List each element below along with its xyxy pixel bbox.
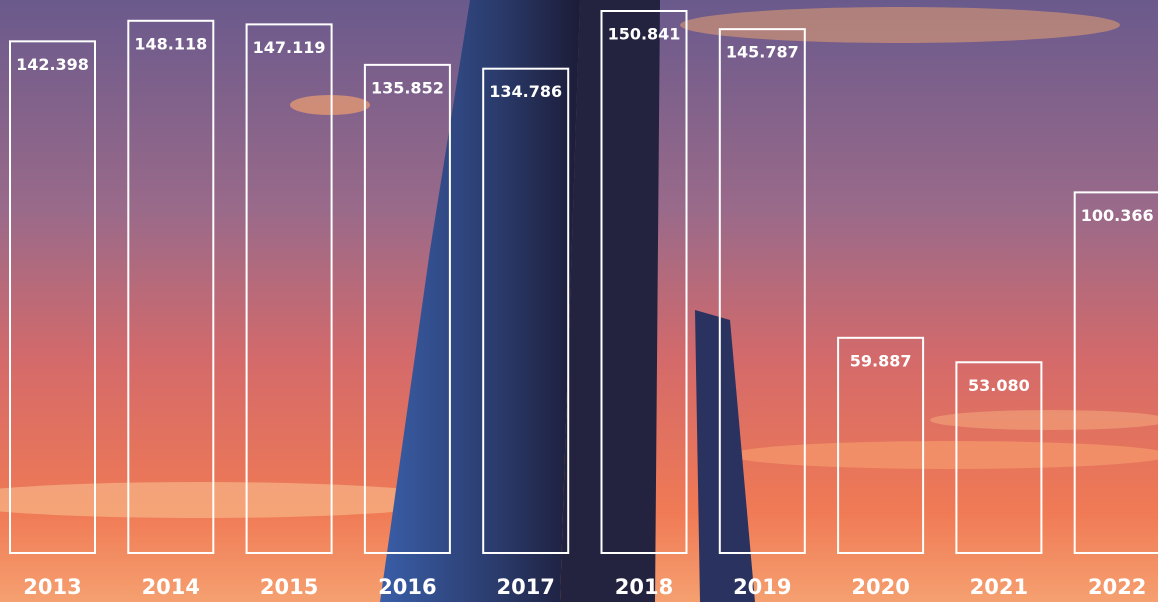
x-tick-label: 2013	[23, 575, 81, 599]
bar	[127, 19, 215, 555]
value-label: 142.398	[16, 55, 89, 74]
x-tick-label: 2019	[733, 575, 791, 599]
bar	[955, 361, 1043, 555]
value-label: 53.080	[968, 376, 1030, 395]
bar	[245, 23, 333, 555]
x-tick-label: 2016	[378, 575, 436, 599]
bar	[718, 28, 806, 554]
value-label: 134.786	[489, 82, 562, 101]
value-label: 59.887	[850, 351, 912, 370]
bar	[1073, 191, 1158, 554]
x-tick-label: 2021	[970, 575, 1028, 599]
bar	[600, 10, 688, 554]
value-label: 148.118	[134, 34, 207, 53]
x-tick-label: 2018	[615, 575, 673, 599]
bar	[363, 63, 451, 555]
value-label: 145.787	[726, 43, 799, 62]
bar	[9, 40, 96, 555]
x-tick-label: 2017	[496, 575, 554, 599]
x-tick-label: 2022	[1088, 575, 1146, 599]
x-tick-label: 2014	[142, 575, 200, 599]
x-tick-label: 2015	[260, 575, 318, 599]
value-label: 100.366	[1081, 206, 1154, 225]
bar	[482, 67, 570, 554]
value-label: 147.119	[253, 38, 326, 57]
bar	[837, 336, 925, 555]
value-label: 135.852	[371, 78, 444, 97]
value-label: 150.841	[608, 25, 681, 44]
x-tick-label: 2020	[851, 575, 909, 599]
